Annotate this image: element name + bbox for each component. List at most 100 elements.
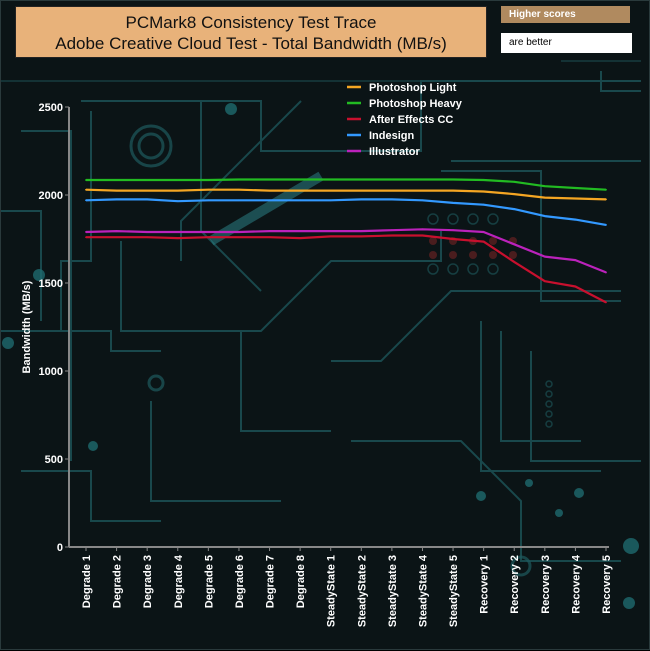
data-point <box>299 237 302 240</box>
y-tick-label: 2000 <box>39 190 63 202</box>
data-point <box>360 189 363 192</box>
legend-label: After Effects CC <box>369 114 453 126</box>
data-point <box>605 271 607 274</box>
data-point <box>115 198 118 201</box>
x-tick-label: Degrade 8 <box>295 555 307 608</box>
data-point <box>176 179 179 181</box>
data-point <box>574 197 577 200</box>
data-point <box>360 198 363 201</box>
data-point <box>452 238 454 240</box>
data-point <box>605 188 607 191</box>
x-tick-label: Degrade 5 <box>203 555 215 608</box>
data-point <box>85 236 87 239</box>
data-point <box>238 188 240 191</box>
y-tick-label: 1000 <box>39 366 63 378</box>
data-point <box>268 236 271 239</box>
data-point <box>452 229 454 232</box>
data-point <box>299 199 302 202</box>
data-point <box>421 234 424 237</box>
are-better-badge: are better <box>501 33 632 53</box>
data-point <box>176 231 179 233</box>
x-tick-label: SteadyState 4 <box>417 554 429 627</box>
data-point <box>390 229 393 232</box>
data-point <box>421 178 424 181</box>
data-point <box>329 199 332 202</box>
data-point <box>513 260 516 263</box>
x-tick-label: Recovery 1 <box>479 555 491 614</box>
y-tick-label: 2500 <box>39 102 63 114</box>
data-point <box>85 188 87 191</box>
x-tick-label: Degrade 1 <box>81 555 93 608</box>
data-point <box>329 235 332 238</box>
data-point <box>146 198 149 201</box>
data-point <box>268 189 271 192</box>
series-line <box>85 198 607 226</box>
data-point <box>360 230 363 232</box>
data-point <box>390 198 393 201</box>
data-point <box>574 187 577 189</box>
chart-title-line2: Adobe Creative Cloud Test - Total Bandwi… <box>55 34 447 53</box>
data-point <box>421 228 424 231</box>
x-tick-label: SteadyState 3 <box>387 555 399 627</box>
data-point <box>452 202 454 204</box>
y-axis-title: Bandwidth (MB/s) <box>21 280 33 373</box>
data-point <box>146 189 149 192</box>
data-point <box>452 189 454 192</box>
data-point <box>513 243 516 246</box>
data-point <box>176 200 179 203</box>
data-point <box>543 255 546 258</box>
data-point <box>329 230 332 232</box>
data-point <box>329 189 332 192</box>
series-line <box>85 188 607 201</box>
data-point <box>238 199 240 202</box>
data-point <box>238 236 240 239</box>
data-point <box>238 231 240 233</box>
x-tick-label: Degrade 3 <box>142 555 154 608</box>
data-point <box>238 178 240 181</box>
y-tick-label: 1500 <box>39 278 63 290</box>
data-point <box>482 190 485 193</box>
data-point <box>574 218 577 221</box>
data-point <box>482 179 485 181</box>
data-point <box>360 235 363 238</box>
data-point <box>299 230 302 232</box>
x-tick-label: Degrade 7 <box>265 555 277 608</box>
data-point <box>513 193 516 196</box>
y-tick-label: 0 <box>57 542 63 554</box>
data-point <box>207 231 210 233</box>
x-tick-label: SteadyState 1 <box>326 555 338 627</box>
data-point <box>513 208 516 210</box>
data-point <box>421 199 424 202</box>
x-tick-label: Recovery 3 <box>540 555 552 614</box>
data-point <box>299 189 302 192</box>
data-point <box>513 180 516 183</box>
data-point <box>146 179 149 181</box>
data-point <box>543 196 546 199</box>
data-point <box>115 189 118 192</box>
x-tick-label: Recovery 4 <box>570 554 582 614</box>
data-point <box>207 236 210 239</box>
legend-label: Illustrator <box>369 146 420 158</box>
legend-label: Photoshop Light <box>369 82 457 94</box>
data-point <box>605 224 607 226</box>
data-point <box>574 259 577 262</box>
data-point <box>146 236 149 239</box>
x-tick-label: Recovery 5 <box>601 555 613 614</box>
data-point <box>268 199 271 202</box>
data-point <box>390 189 393 192</box>
chart-title-box: PCMark8 Consistency Test Trace Adobe Cre… <box>15 6 487 58</box>
data-point <box>543 185 546 188</box>
higher-scores-badge: Higher scores <box>501 6 630 23</box>
data-point <box>482 203 485 206</box>
data-point <box>299 178 302 181</box>
data-point <box>390 178 393 181</box>
data-point <box>207 188 210 191</box>
series-line <box>85 228 607 274</box>
x-tick-label: Degrade 6 <box>234 555 246 608</box>
legend-label: Photoshop Heavy <box>369 98 463 110</box>
data-point <box>452 178 454 181</box>
data-point <box>176 237 179 240</box>
